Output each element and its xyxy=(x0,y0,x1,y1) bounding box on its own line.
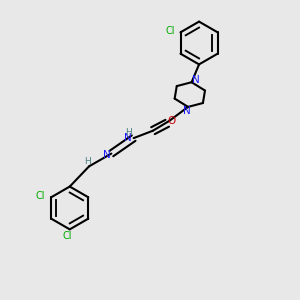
Text: N: N xyxy=(124,133,132,143)
Text: N: N xyxy=(103,150,110,160)
Text: Cl: Cl xyxy=(62,231,71,241)
Text: Cl: Cl xyxy=(35,191,45,201)
Text: O: O xyxy=(168,116,176,127)
Text: N: N xyxy=(192,75,200,85)
Text: Cl: Cl xyxy=(165,26,175,36)
Text: H: H xyxy=(125,128,132,137)
Text: N: N xyxy=(183,106,190,116)
Text: H: H xyxy=(84,157,91,166)
